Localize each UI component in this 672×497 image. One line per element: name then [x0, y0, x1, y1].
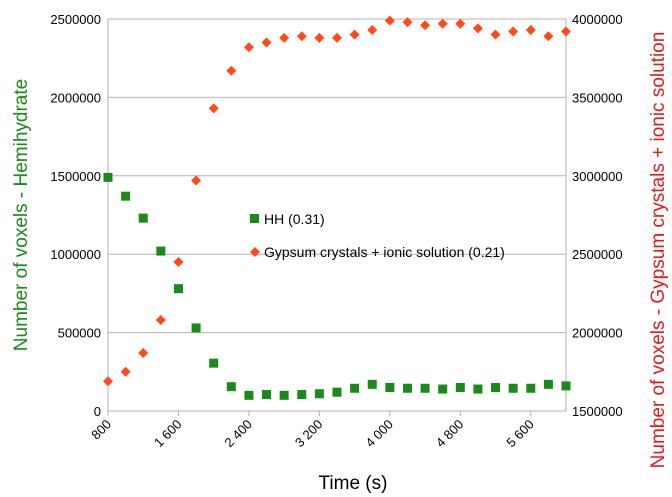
hh-data-point [121, 191, 131, 201]
hh-data-point [262, 390, 272, 400]
hh-data-point [367, 379, 377, 389]
x-tick-label: 1 600 [151, 417, 185, 451]
gypsum-data-point [455, 18, 466, 29]
gypsum-data-point [349, 29, 360, 40]
hh-data-point [455, 382, 465, 392]
hh-data-point [420, 383, 430, 393]
hh-data-point [279, 390, 289, 400]
gypsum-data-point [191, 175, 202, 186]
hh-data-point [508, 383, 518, 393]
hh-data-point [543, 379, 553, 389]
gypsum-data-point [120, 366, 131, 377]
x-tick-label: 800 [88, 417, 114, 443]
grid [108, 18, 566, 412]
right-y-axis-title: Number of voxels - Gypsum crystals + ion… [648, 32, 669, 469]
left-y-tick-label: 0 [94, 404, 101, 419]
hh-data-point [350, 383, 360, 393]
gypsum-data-point [543, 31, 554, 42]
hh-data-point [156, 246, 166, 256]
x-tick-label: 5 600 [503, 417, 537, 451]
hh-data-point [491, 382, 501, 392]
axes [107, 19, 567, 416]
gypsum-data-point [490, 29, 501, 40]
gypsum-data-point [261, 37, 272, 48]
gypsum-data-point [314, 32, 325, 43]
gypsum-data-point [243, 42, 254, 53]
hh-data-point [244, 390, 254, 400]
x-tick-label: 4 000 [362, 417, 396, 451]
right-y-tick-label: 3000000 [572, 169, 623, 184]
hh-data-point [402, 383, 412, 393]
left-y-tick-label: 500000 [58, 326, 101, 341]
gypsum-data-point [525, 24, 536, 35]
legend-label-hh: HH (0.31) [264, 211, 325, 227]
gypsum-data-point [420, 20, 431, 31]
series-gypsum-points [103, 15, 571, 387]
right-y-tick-label: 3500000 [572, 90, 623, 105]
left-y-tick-label: 2500000 [50, 12, 101, 27]
hh-data-point [226, 382, 236, 392]
x-tick-labels: 800 1 600 2 400 3 200 4 000 4 800 5 600 [88, 417, 537, 451]
gypsum-data-point [296, 31, 307, 42]
x-tick-label: 4 800 [433, 417, 467, 451]
left-y-tick-label: 2000000 [50, 90, 101, 105]
left-y-axis-title: Number of voxels - Hemihydrate [11, 79, 32, 351]
hh-data-point [138, 213, 148, 223]
gypsum-data-point [367, 24, 378, 35]
hh-data-point [173, 284, 183, 294]
right-y-tick-label: 1500000 [572, 404, 623, 419]
gypsum-data-point [508, 26, 519, 37]
gypsum-data-point [437, 18, 448, 29]
gypsum-data-point [279, 32, 290, 43]
right-y-tick-label: 2500000 [572, 247, 623, 262]
gypsum-data-point [226, 65, 237, 76]
legend-label-gypsum: Gypsum crystals + ionic solution (0.21) [264, 244, 505, 260]
gypsum-data-point [103, 376, 113, 387]
x-axis-title: Time (s) [319, 473, 388, 494]
legend-marker-hh [250, 214, 259, 223]
left-y-tick-label: 1500000 [50, 169, 101, 184]
gypsum-data-point [138, 347, 149, 358]
hh-data-point [297, 390, 307, 400]
x-tick-label: 2 400 [221, 417, 255, 451]
hh-data-point [103, 172, 113, 182]
hh-data-point [332, 387, 342, 397]
right-y-tick-label: 4000000 [572, 12, 623, 27]
hh-data-point [526, 383, 536, 393]
right-y-tick-labels: 1500000 2000000 2500000 3000000 3500000 40000… [572, 12, 623, 419]
hh-data-point [191, 323, 201, 333]
gypsum-data-point [208, 103, 219, 114]
hh-data-point [473, 384, 483, 394]
hh-data-point [314, 389, 324, 399]
gypsum-data-point [384, 15, 395, 26]
hh-data-point [385, 382, 395, 392]
gypsum-data-point [402, 17, 413, 28]
hh-data-point [561, 381, 571, 391]
gypsum-data-point [472, 23, 483, 34]
hh-data-point [209, 358, 219, 368]
legend-marker-gypsum [250, 247, 260, 257]
series-hh-points [103, 172, 571, 400]
hh-data-point [438, 384, 448, 394]
left-y-tick-labels: 0 500000 1000000 1500000 2000000 2500000 [50, 12, 101, 419]
left-y-tick-label: 1000000 [50, 247, 101, 262]
legend: HH (0.31) Gypsum crystals + ionic soluti… [250, 211, 505, 260]
gypsum-data-point [155, 315, 166, 326]
right-y-tick-label: 2000000 [572, 326, 623, 341]
gypsum-data-point [173, 257, 184, 268]
gypsum-data-point [561, 26, 571, 37]
gypsum-data-point [332, 32, 342, 43]
x-tick-label: 3 200 [292, 417, 326, 451]
